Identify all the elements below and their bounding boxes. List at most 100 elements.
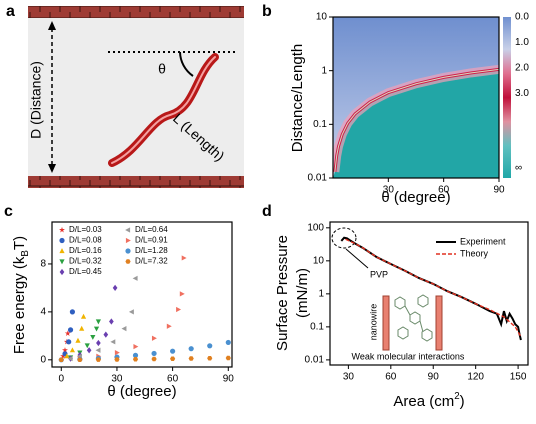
legend-marker	[125, 227, 131, 233]
angle-arc	[179, 51, 194, 77]
y-tick-label: 0.01	[305, 355, 325, 366]
point	[112, 284, 118, 292]
point	[77, 357, 83, 362]
arrow-head	[48, 164, 56, 173]
point	[64, 353, 70, 359]
point	[207, 343, 213, 349]
y-axis-label: Distance/Length	[289, 44, 306, 152]
point	[176, 306, 182, 313]
x-axis-label: θ (degree)	[107, 383, 176, 400]
point	[188, 346, 194, 352]
distance-label: D (Distance)	[28, 61, 44, 139]
panel-label: c	[4, 203, 13, 220]
point	[179, 291, 185, 297]
plot-frame	[51, 221, 233, 368]
y-tick-label: 0.1	[310, 322, 324, 333]
x-axis-label: θ (degree)	[381, 189, 450, 206]
legend-label: D/L=1.28	[135, 246, 168, 255]
point	[166, 323, 172, 329]
point	[60, 353, 67, 359]
point	[109, 318, 114, 325]
y-tick-label: 4	[40, 307, 46, 318]
nanowire-bar	[435, 295, 443, 351]
point	[75, 337, 81, 343]
annotation: nanowire	[368, 304, 378, 341]
annotation: PVP	[370, 269, 388, 279]
legend-label: D/L=0.64	[135, 225, 168, 234]
legend-label: Experiment	[460, 236, 506, 246]
legend-label: D/L=0.45	[69, 267, 102, 276]
legend-marker	[125, 237, 131, 244]
y-tick-label: 8	[40, 259, 46, 270]
angle-label: θ	[158, 61, 166, 77]
pointer	[345, 248, 369, 269]
point	[67, 356, 73, 362]
legend-marker	[59, 237, 65, 244]
legend-label: D/L=0.08	[69, 236, 102, 245]
point	[170, 356, 176, 361]
boundary-edge	[334, 68, 499, 172]
x-tick-label: 120	[467, 372, 484, 383]
point	[110, 339, 116, 345]
y-axis-label: Surface Pressure	[274, 235, 291, 351]
point	[90, 334, 96, 340]
x-tick-label: 30	[383, 185, 395, 196]
point	[69, 347, 76, 353]
x-tick-label: 90	[223, 374, 235, 385]
point	[225, 339, 231, 346]
legend-label: Theory	[460, 248, 489, 258]
plot-frame	[332, 16, 500, 179]
point	[95, 319, 101, 325]
point	[69, 309, 76, 315]
colorbar-label: 3.0	[515, 88, 529, 99]
y-axis-label: (mN/m)	[294, 268, 311, 318]
point	[93, 326, 100, 332]
point	[132, 356, 139, 362]
annotation: Weak molecular interactions	[352, 351, 465, 361]
low-region	[333, 69, 499, 178]
colorbar-label: ∞	[515, 163, 522, 174]
point	[103, 331, 109, 338]
point	[95, 357, 101, 362]
point	[79, 325, 85, 331]
legend-label: D/L=0.16	[69, 246, 102, 255]
point	[66, 339, 72, 345]
highlight-ellipse	[331, 227, 357, 249]
legend-label: D/L=0.91	[135, 236, 168, 245]
point	[114, 350, 120, 356]
point	[62, 347, 68, 353]
x-tick-label: 90	[428, 372, 440, 383]
y-tick-label: 1	[321, 65, 327, 76]
point	[86, 347, 92, 354]
panel-label: a	[6, 3, 15, 20]
point	[151, 350, 157, 357]
x-axis-label-part: 2	[454, 391, 459, 402]
legend-marker	[125, 248, 131, 254]
point	[133, 344, 139, 350]
point	[114, 357, 120, 362]
wall	[28, 6, 244, 18]
series-line	[345, 238, 522, 338]
x-tick-label: 30	[343, 372, 355, 383]
inset	[331, 227, 443, 351]
nanowire-bar	[382, 295, 390, 351]
y-tick-label: 1	[318, 288, 324, 299]
x-tick-label: 60	[167, 374, 179, 385]
point	[132, 275, 138, 281]
point	[128, 309, 134, 315]
panel-label: d	[262, 203, 272, 220]
point	[67, 327, 74, 333]
x-tick-label: 60	[438, 185, 450, 196]
panel-label: b	[262, 3, 272, 20]
point	[64, 330, 71, 336]
legend-marker	[59, 248, 65, 254]
legend-label: D/L=0.03	[69, 225, 102, 234]
legend-marker	[125, 259, 131, 264]
x-tick-label: 0	[58, 374, 64, 385]
y-axis-label-part: T)	[11, 236, 28, 250]
x-tick-label: 150	[510, 372, 527, 383]
point	[132, 352, 139, 358]
heatmap	[333, 17, 499, 178]
x-tick-label: 30	[111, 374, 123, 385]
